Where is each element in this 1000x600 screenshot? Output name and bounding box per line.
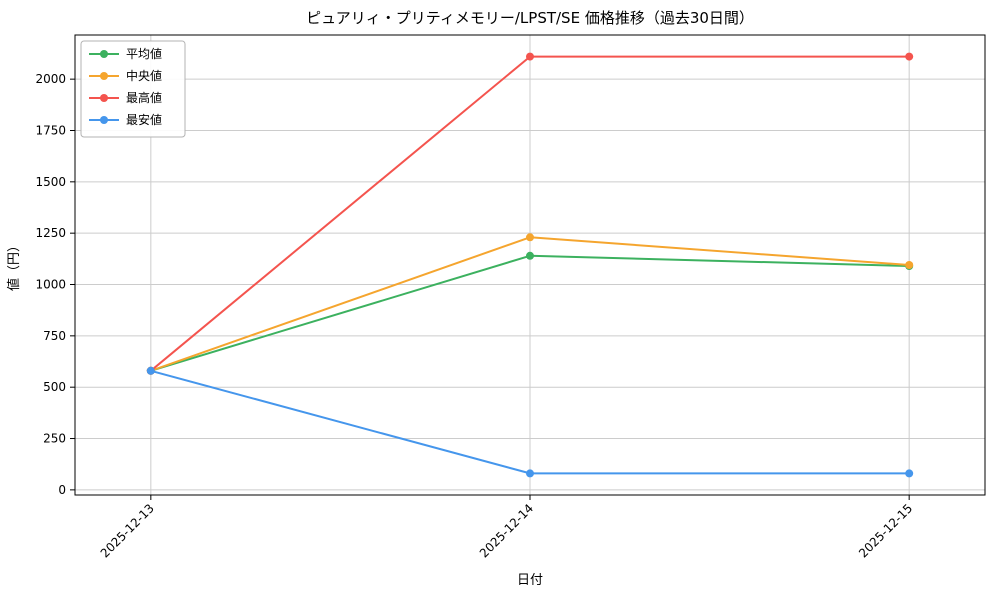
series-point xyxy=(905,469,914,478)
series-point xyxy=(146,366,155,375)
axes-frame xyxy=(70,34,986,500)
series-point xyxy=(526,52,534,61)
y-tick-label: 2000 xyxy=(35,72,66,86)
legend-item-label: 平均値 xyxy=(126,46,162,61)
y-tick-label: 500 xyxy=(43,380,66,394)
x-tick-label: 2025-12-13 xyxy=(98,501,157,560)
series-point xyxy=(905,52,914,61)
y-tick-label: 1000 xyxy=(35,278,66,292)
legend-box xyxy=(80,40,186,138)
legend-item-label: 最高値 xyxy=(126,90,162,105)
legend-marker-point xyxy=(100,72,108,80)
tick-labels: 0 250 500 750 1000 1250 1500 1750 2000 2025-12-13… xyxy=(35,72,915,560)
y-tick-label: 250 xyxy=(43,432,66,446)
y-tick-label: 1500 xyxy=(35,175,66,189)
legend-marker-point xyxy=(100,50,108,58)
series-point xyxy=(905,261,914,269)
y-tick-label: 0 xyxy=(58,483,66,497)
gridlines xyxy=(75,35,985,495)
chart-title: ピュアリィ・プリティメモリー/LPST/SE 価格推移（過去30日間） xyxy=(306,9,754,27)
series-point xyxy=(526,233,534,242)
series-point xyxy=(526,251,534,260)
y-tick-label: 750 xyxy=(43,329,66,343)
x-tick-label: 2025-12-15 xyxy=(856,501,915,560)
data-series xyxy=(146,52,914,478)
legend-item-label: 中央値 xyxy=(126,68,162,83)
y-tick-label: 1750 xyxy=(35,123,66,137)
x-axis-label: 日付 xyxy=(517,573,543,588)
legend-marker-point xyxy=(100,116,108,124)
legend-marker-point xyxy=(100,94,108,102)
x-tick-label: 2025-12-14 xyxy=(477,501,536,560)
legend-item-label: 最安値 xyxy=(126,112,162,127)
y-axis-label: 値（円） xyxy=(6,239,22,291)
y-tick-label: 1250 xyxy=(35,226,66,240)
series-point xyxy=(526,469,534,478)
